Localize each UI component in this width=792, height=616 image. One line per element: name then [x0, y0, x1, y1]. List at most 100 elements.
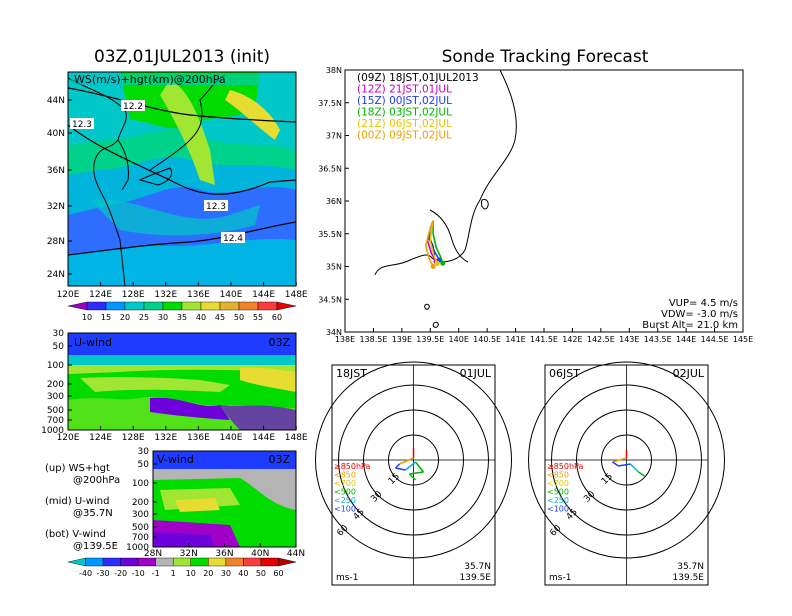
lon-tick-label: 148E — [285, 290, 308, 300]
hodograph-level-label: <500 — [334, 488, 356, 497]
lat-tick-label: 37.5N — [318, 99, 342, 108]
pressure-tick-label: 30 — [138, 447, 150, 457]
pressure-tick-label: 300 — [132, 510, 149, 520]
u-band-3 — [68, 365, 296, 374]
hodograph-lat: 35.7N — [464, 562, 491, 572]
hodograph-wind-trace — [399, 457, 414, 465]
sonde-landing-point — [440, 260, 446, 266]
note-bot-b: @139.5E — [73, 541, 118, 552]
lon-tick-label: 144E — [252, 433, 275, 443]
lon-tick-label: 144.5E — [701, 335, 729, 344]
colorbar-swatch — [278, 557, 297, 567]
sonde-tracks — [424, 220, 446, 269]
colorbar-label: 50 — [256, 569, 266, 578]
map-label-bg — [70, 73, 276, 85]
wind-speed-colorbar: 10 15 20 25 30 35 40 45 50 55 60 — [67, 301, 297, 322]
track-legend-entry: (12Z) 21JST,01JUL — [357, 84, 452, 96]
colorbar-swatch — [238, 301, 259, 311]
hodograph-level-label: <700 — [547, 479, 569, 488]
sonde-track-line — [424, 220, 434, 267]
colorbar-swatch — [102, 557, 121, 567]
colorbar-swatch — [120, 557, 139, 567]
map-band-7 — [90, 199, 260, 236]
lon-tick-label: 124E — [89, 290, 112, 300]
hodograph-wind-trace — [612, 461, 619, 467]
v-jet — [175, 498, 220, 512]
colorbar-label: 30 — [221, 569, 231, 578]
colorbar-label: 10 — [82, 313, 92, 322]
hodograph-level-label: <850 — [547, 471, 569, 480]
coastline-izu-island — [424, 303, 430, 310]
map-jet-core — [160, 80, 215, 185]
colorbar-label: -30 — [97, 569, 110, 578]
track-legend-entry: (09Z) 18JST,01JUL2013 — [357, 72, 479, 84]
note-up-a: (up) WS+hgt — [45, 463, 110, 474]
coastline-kanto — [429, 209, 469, 263]
param-vup: VUP= 4.5 m/s — [669, 298, 738, 309]
contour-label-bg-1 — [121, 100, 145, 111]
contour-12-4 — [68, 221, 296, 256]
lat-tick-label: 38N — [326, 66, 342, 75]
pressure-tick-label: 200 — [132, 498, 149, 508]
lon-tick-label: 128E — [122, 433, 145, 443]
lat-tick-label: 34N — [326, 328, 342, 337]
colorbar-swatch — [67, 301, 88, 311]
map-band-4 — [120, 72, 260, 129]
colorbar-swatch — [86, 301, 107, 311]
map-jet-core-2 — [225, 90, 280, 140]
colorbar-swatch — [243, 557, 262, 567]
panel-notes: (up) WS+hgt @200hPa (mid) U-wind @35.7N … — [45, 463, 120, 552]
lon-tick-label: 144E — [252, 290, 275, 300]
contour-12-3 — [68, 124, 296, 195]
colorbar-swatch — [124, 301, 145, 311]
param-burst: Burst Alt= 21.0 km — [642, 320, 738, 331]
sonde-landing-point — [430, 264, 436, 269]
pressure-tick-label: 1000 — [126, 543, 149, 553]
hodograph-level-label: <250 — [334, 496, 356, 505]
hodograph-date: 02JUL — [673, 367, 705, 380]
lon-tick-label: 148E — [285, 433, 308, 443]
note-mid-b: @35.7N — [73, 508, 113, 519]
hodograph-wind-trace — [638, 471, 645, 477]
colorbar-swatch — [276, 301, 297, 311]
wind-colorbar: -40 -30 -20 -10 -1 1 10 20 30 40 50 60 — [67, 557, 297, 578]
track-legend-entry: (21Z) 06JST,02JUL — [357, 118, 452, 130]
map-band-6 — [68, 238, 296, 286]
lon-tick-label: 136E — [187, 433, 210, 443]
colorbar-swatch — [137, 557, 156, 567]
track-legend: (09Z) 18JST,01JUL2013(12Z) 21JST,01JUL(1… — [357, 72, 479, 142]
v-panel-label: V-wind — [157, 453, 194, 466]
u-jet — [240, 367, 296, 392]
colorbar-label: 40 — [196, 313, 206, 322]
colorbar-label: 25 — [139, 313, 149, 322]
pressure-tick-label: 50 — [138, 460, 150, 470]
u-panel-label: U-wind — [74, 336, 112, 349]
lon-tick-label: 136E — [187, 290, 210, 300]
hodograph-level-label: ≥850hPa — [334, 462, 371, 471]
colorbar-label: 20 — [203, 569, 213, 578]
coastline-island — [481, 199, 489, 210]
colorbar-swatch — [155, 557, 174, 567]
hodograph-level-label: <100 — [334, 505, 356, 514]
colorbar-label: 60 — [272, 313, 282, 322]
lat-tick-label: 40N — [47, 129, 65, 139]
pressure-tick-label: 500 — [47, 406, 64, 416]
hodograph-lon: 139.5E — [460, 573, 492, 583]
hodograph-wind-trace — [612, 457, 627, 463]
lon-tick-label: 143E — [619, 335, 639, 344]
v-band-top — [153, 451, 296, 469]
u-frame — [67, 332, 297, 431]
sonde-landing-point — [434, 260, 440, 266]
lon-tick-label: 142E — [562, 335, 582, 344]
lon-tick-label: 138E — [335, 335, 355, 344]
track-frame — [344, 69, 744, 333]
note-bot-a: (bot) V-wind — [45, 529, 106, 540]
lat-tick-label: 36N — [326, 197, 342, 206]
hodograph-time: 06JST — [549, 367, 580, 380]
hodograph-wind-trace — [405, 461, 416, 471]
colorbar-label: -20 — [114, 569, 127, 578]
lon-tick-label: 132E — [154, 433, 177, 443]
lon-tick-label: 145E — [733, 335, 753, 344]
